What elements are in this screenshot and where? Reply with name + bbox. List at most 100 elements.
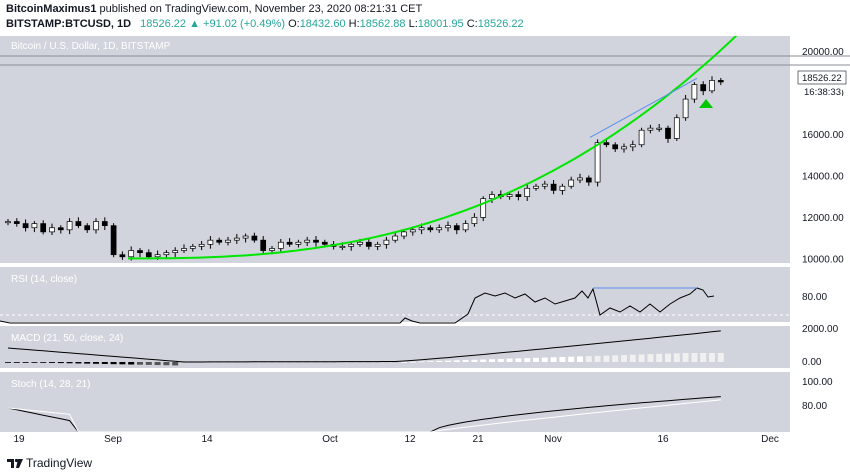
- macd-bar: [656, 353, 663, 362]
- price-badge-text: 18526.22: [802, 73, 842, 84]
- candle-body: [357, 241, 363, 245]
- candle-body: [392, 235, 399, 241]
- symbol-label[interactable]: BITSTAMP:BTCUSD, 1D: [6, 18, 132, 30]
- candle-body: [233, 237, 240, 241]
- candle-body: [5, 221, 11, 224]
- macd-bar: [110, 362, 117, 365]
- macd-bar: [638, 354, 645, 362]
- macd-bar: [559, 356, 566, 362]
- candle-body: [172, 250, 179, 253]
- candle-body: [533, 185, 539, 189]
- candle-body: [612, 144, 619, 150]
- candle-body: [154, 254, 161, 258]
- candle-body: [559, 185, 566, 191]
- x-axis-label: 19: [13, 434, 25, 445]
- candle-body: [128, 250, 135, 258]
- upper-trendline: [589, 77, 698, 138]
- candle-body: [313, 239, 319, 243]
- macd-bar: [541, 357, 548, 362]
- x-axis-label: 21: [472, 434, 484, 445]
- price-tick-label: 14000.00: [802, 171, 844, 182]
- time-badge-box: [798, 85, 842, 97]
- macd-bar: [427, 361, 434, 362]
- tradingview-brand[interactable]: TradingView: [26, 456, 93, 470]
- chart-header: BitcoinMaximus1 published on TradingView…: [0, 0, 850, 36]
- macd-bar: [172, 362, 179, 366]
- open-value: 18432.60: [299, 18, 346, 30]
- candle-body: [603, 142, 610, 146]
- macd-bar: [673, 353, 680, 362]
- chart-area[interactable]: Bitcoin / U.S. Dollar, 1D, BITSTAMP USD …: [0, 31, 850, 475]
- open-label: O:: [288, 18, 300, 30]
- candle-body: [145, 252, 152, 258]
- macd-bar: [137, 362, 143, 365]
- close-value: 18526.22: [477, 18, 524, 30]
- candle-body: [462, 223, 469, 231]
- candle-body: [524, 187, 531, 197]
- candle-body: [304, 239, 311, 243]
- price-tick-label: 12000.00: [802, 213, 844, 224]
- candle-body: [585, 177, 592, 183]
- macd-bar: [145, 362, 152, 365]
- publish-info: published on TradingView.com, November 2…: [99, 3, 423, 15]
- candle-body: [453, 225, 460, 231]
- low-value: 18001.95: [417, 18, 464, 30]
- candle-body: [577, 177, 583, 181]
- candle-body: [13, 221, 20, 224]
- candle-body: [321, 241, 328, 245]
- candle-body: [550, 183, 557, 191]
- candle-body: [189, 246, 196, 249]
- macd-bar: [577, 356, 583, 362]
- stoch-pane-bg: [0, 372, 790, 432]
- rsi-pane-bg: [0, 267, 790, 322]
- macd-bar: [506, 358, 513, 362]
- macd-bar: [436, 360, 443, 362]
- candle-body: [348, 243, 355, 247]
- macd-bar: [409, 361, 416, 363]
- macd-bar: [497, 358, 504, 362]
- macd-bar: [49, 362, 55, 363]
- macd-line: [7, 330, 721, 363]
- price-badge: 18526.22: [797, 70, 847, 85]
- macd-bar: [594, 355, 601, 362]
- x-axis-label: 12: [404, 434, 416, 445]
- macd-bar: [480, 359, 487, 362]
- candle-body: [480, 198, 487, 218]
- macd-bar: [682, 353, 689, 362]
- chart-svg[interactable]: Bitcoin / U.S. Dollar, 1D, BITSTAMP USD …: [0, 31, 850, 452]
- candle-body: [471, 217, 478, 224]
- candle-body: [198, 243, 205, 247]
- candle-body: [260, 239, 267, 251]
- last-price: 18526.22: [140, 18, 187, 30]
- price-badge-box: [797, 70, 847, 85]
- time-badge-text: 16:38:33: [804, 87, 841, 98]
- candle-body: [374, 243, 381, 247]
- macd-bar: [163, 362, 170, 366]
- price-pane-title: Bitcoin / U.S. Dollar, 1D, BITSTAMP: [11, 41, 171, 52]
- macd-bar: [93, 362, 99, 364]
- x-axis: 19 Sep 14 Oct 12 21 Nov 16 Dec: [13, 434, 778, 445]
- change-arrow-icon: ▲: [189, 18, 200, 30]
- candle-body: [207, 239, 214, 245]
- x-axis-label: 14: [201, 434, 213, 445]
- macd-bar: [22, 362, 29, 363]
- high-label: H:: [348, 18, 360, 30]
- candle-body: [84, 225, 91, 231]
- stoch-pane-title: Stoch (14, 28, 21): [11, 379, 91, 390]
- author-name[interactable]: BitcoinMaximus1: [6, 3, 97, 15]
- candle-body: [401, 231, 407, 237]
- macd-bar: [524, 358, 531, 362]
- x-axis-label: Nov: [544, 434, 562, 445]
- macd-bar: [515, 358, 522, 362]
- candle-body: [445, 225, 451, 229]
- candle-body: [93, 221, 99, 231]
- candle-body: [251, 235, 258, 241]
- candle-body: [647, 127, 654, 131]
- candle-body: [216, 239, 223, 243]
- tradingview-logo-icon[interactable]: [6, 456, 24, 470]
- candle-body: [75, 221, 82, 227]
- macd-bar: [533, 357, 539, 362]
- candle-body: [31, 223, 38, 229]
- candle-body: [700, 84, 707, 92]
- macd-tick-zero: 0.00: [802, 357, 822, 368]
